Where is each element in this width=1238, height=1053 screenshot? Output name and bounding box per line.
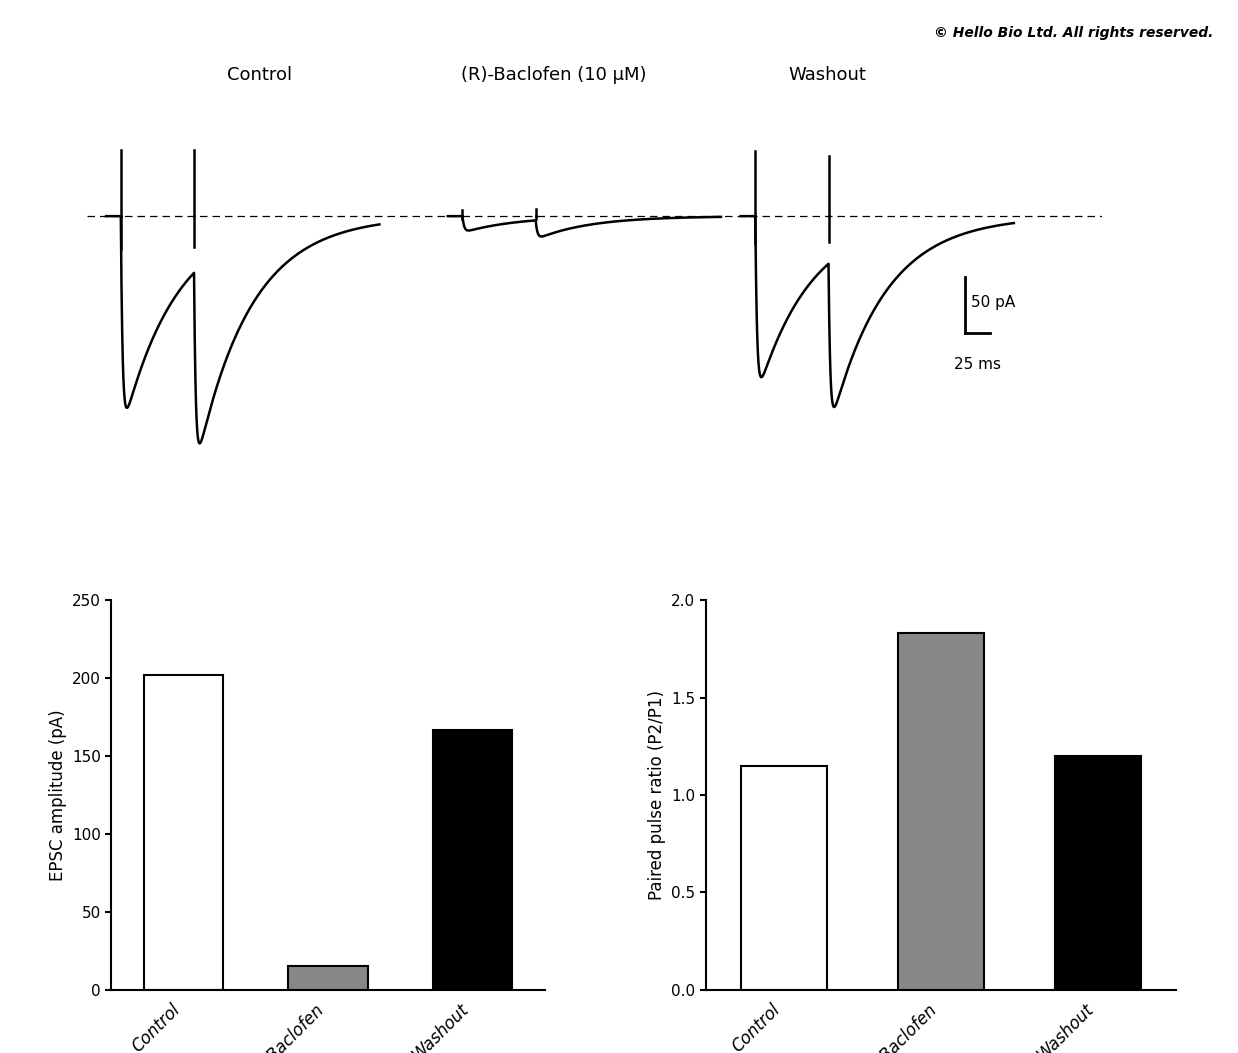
Bar [144, 675, 223, 990]
Bar [898, 633, 984, 990]
Bar [1055, 756, 1141, 990]
Bar [288, 967, 368, 990]
Y-axis label: EPSC amplitude (pA): EPSC amplitude (pA) [48, 710, 67, 880]
Bar [740, 766, 827, 990]
Y-axis label: Paired pulse ratio (P2/P1): Paired pulse ratio (P2/P1) [647, 690, 666, 900]
Text: © Hello Bio Ltd. All rights reserved.: © Hello Bio Ltd. All rights reserved. [933, 26, 1213, 40]
Text: 50 pA: 50 pA [971, 295, 1015, 310]
Text: Washout: Washout [789, 66, 867, 84]
Bar [433, 730, 513, 990]
Text: Control: Control [227, 66, 292, 84]
Text: 25 ms: 25 ms [953, 357, 1000, 372]
Text: (R)-Baclofen (10 μM): (R)-Baclofen (10 μM) [461, 66, 646, 84]
